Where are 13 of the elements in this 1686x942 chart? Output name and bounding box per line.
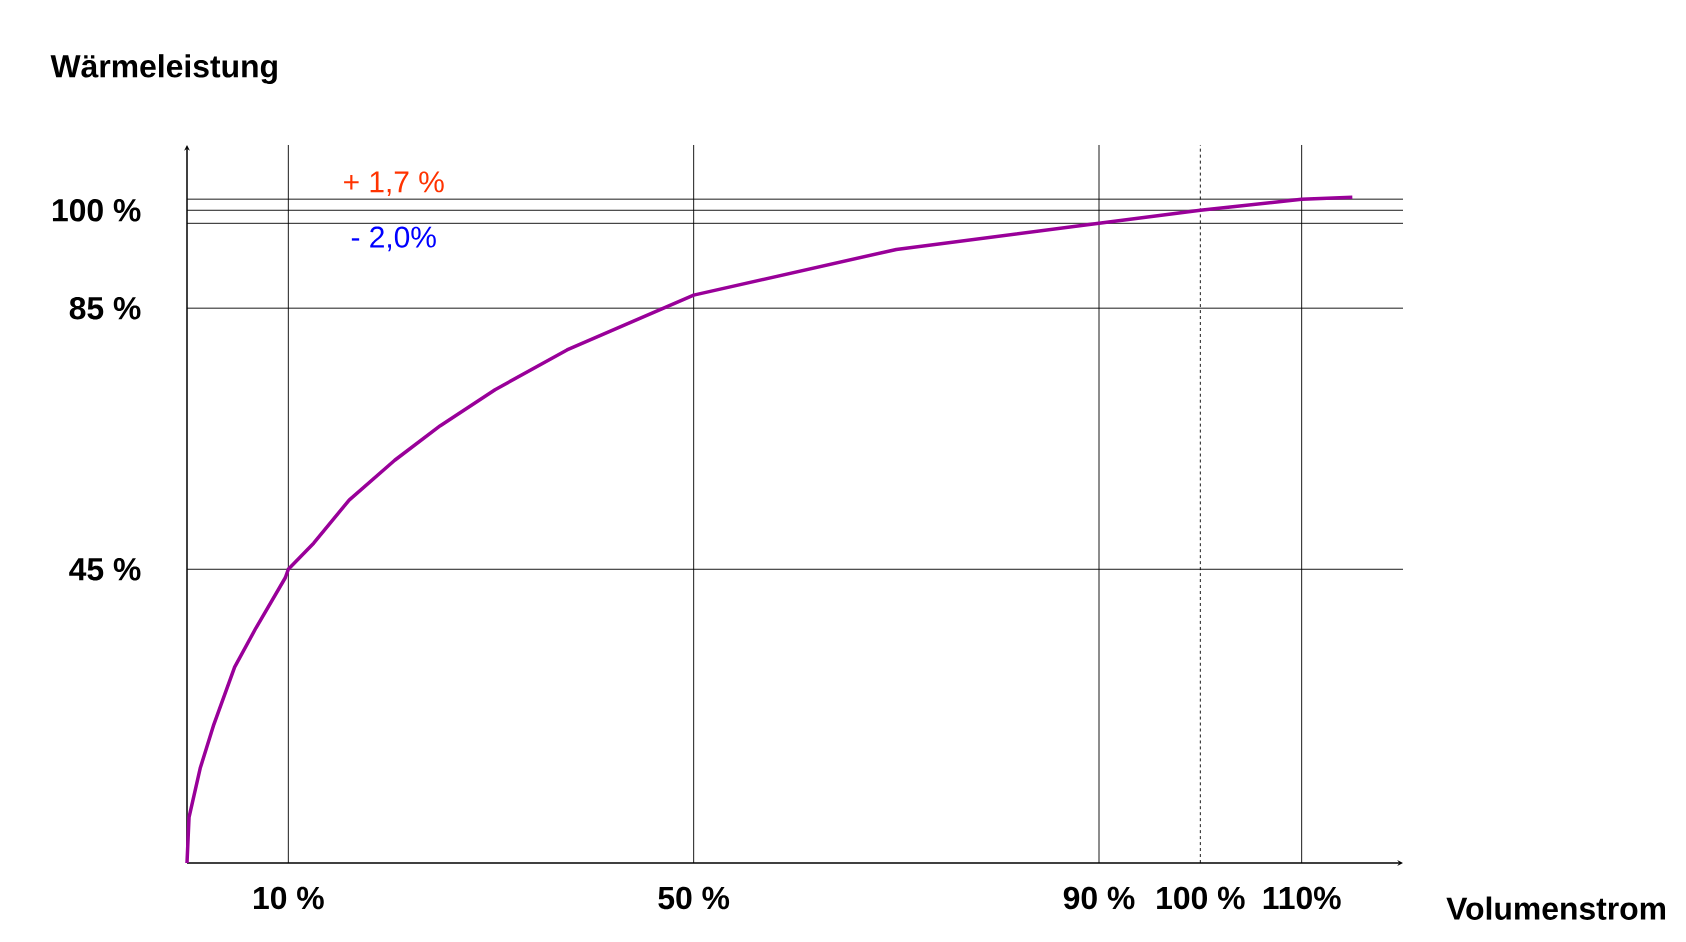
y-tick-label: 45 % [69,558,141,581]
line-series [185,195,1355,865]
y-axis-title: Wärmeleistung [50,54,277,85]
x-tick-label: 100 % [1157,886,1245,910]
y-tick-label: 100 % [52,198,141,222]
x-tick-label: 110% [1263,886,1341,910]
annotation: + 1,7 % [344,171,444,196]
annotation: - 2,0% [351,226,436,252]
x-axis-title: Volumenstrom [1446,896,1666,920]
x-tick-label: 10 % [254,886,324,910]
x-tick-label: 90 % [1063,886,1135,910]
y-tick-label: 85 % [69,296,141,320]
x-tick-label: 50 % [658,886,730,910]
